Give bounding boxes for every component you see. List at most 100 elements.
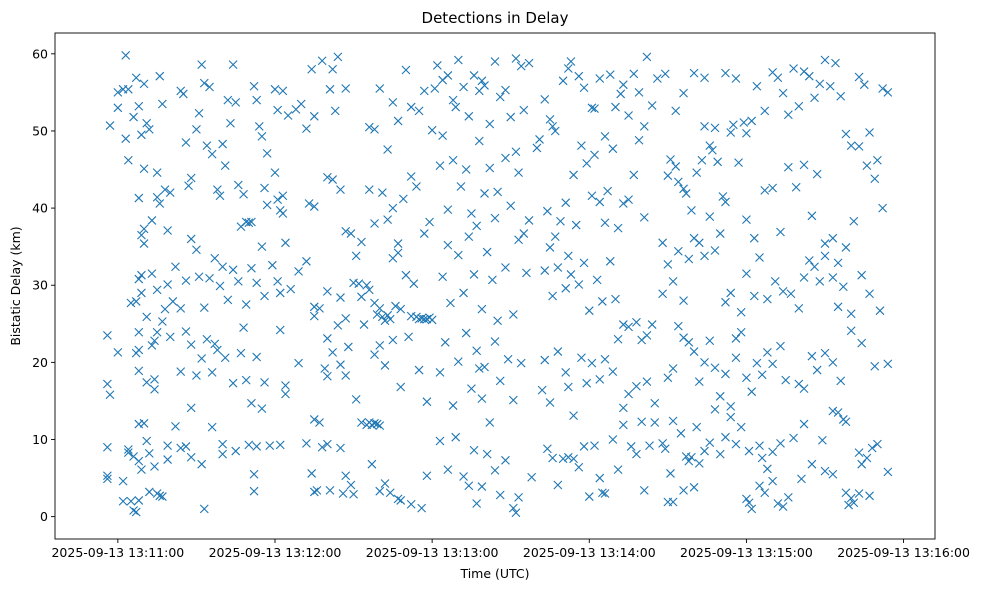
data-point	[859, 80, 869, 90]
data-point	[820, 348, 830, 358]
data-point	[336, 185, 345, 194]
data-point	[144, 125, 154, 134]
data-point	[459, 82, 468, 92]
data-point	[558, 76, 568, 86]
data-point	[778, 88, 788, 98]
data-point	[872, 439, 882, 449]
data-point	[406, 499, 416, 509]
data-point	[548, 291, 558, 301]
data-point	[341, 226, 351, 236]
data-point	[472, 221, 482, 231]
data-point	[629, 170, 639, 180]
data-point	[726, 412, 736, 422]
data-point	[252, 278, 262, 288]
data-point	[597, 488, 607, 498]
data-point	[679, 88, 688, 98]
data-point	[865, 128, 874, 137]
data-point	[406, 172, 416, 181]
data-point	[600, 131, 610, 141]
data-point	[776, 438, 785, 448]
data-point	[658, 438, 668, 448]
data-point	[833, 302, 843, 312]
data-point	[176, 367, 186, 377]
data-point	[726, 128, 736, 137]
data-point	[343, 342, 353, 352]
data-point	[846, 309, 856, 319]
data-point	[325, 486, 335, 495]
data-point	[726, 288, 736, 298]
data-point	[152, 285, 162, 295]
x-tick-label: 2025-09-13 13:11:00	[51, 545, 184, 560]
data-point	[587, 191, 597, 201]
data-point	[804, 256, 814, 265]
data-point	[385, 314, 395, 324]
data-point	[587, 358, 597, 368]
data-point	[375, 421, 385, 431]
data-point	[157, 317, 167, 326]
data-point	[168, 297, 178, 306]
data-point	[480, 81, 489, 90]
data-point	[511, 54, 521, 63]
data-point	[427, 125, 437, 135]
data-point	[537, 385, 547, 395]
data-point	[257, 404, 267, 414]
data-point	[705, 336, 715, 346]
data-point	[218, 139, 228, 149]
data-point	[501, 263, 510, 272]
data-point	[134, 274, 144, 284]
data-point	[414, 365, 424, 375]
data-point	[828, 469, 838, 479]
data-point	[309, 202, 319, 211]
data-point	[833, 408, 843, 417]
data-point	[401, 270, 411, 280]
data-point	[207, 422, 217, 432]
data-point	[315, 303, 324, 313]
data-point	[744, 498, 754, 508]
y-axis: 0 10 20 30 40 50 60	[32, 46, 55, 524]
data-point	[561, 368, 571, 377]
data-point	[134, 366, 144, 376]
data-point	[302, 256, 311, 266]
data-point	[422, 397, 432, 407]
data-point	[841, 243, 851, 252]
data-point	[817, 435, 827, 445]
data-point	[302, 124, 311, 134]
data-point	[309, 111, 319, 121]
data-point	[487, 275, 497, 285]
data-point	[773, 499, 783, 508]
data-point	[721, 297, 730, 307]
chart-title: Detections in Delay	[422, 9, 569, 27]
data-point	[425, 217, 434, 227]
data-point	[815, 276, 825, 286]
data-point	[689, 347, 699, 356]
data-point	[304, 199, 314, 208]
data-point	[739, 118, 749, 127]
data-point	[566, 270, 576, 279]
data-point	[453, 55, 463, 65]
data-point	[590, 150, 599, 160]
data-point	[566, 57, 576, 66]
data-point	[668, 416, 678, 426]
data-point	[197, 354, 207, 363]
data-point	[244, 218, 254, 228]
data-point	[807, 211, 817, 221]
data-point	[401, 65, 411, 75]
data-point	[694, 238, 704, 248]
data-point	[673, 321, 683, 331]
data-point	[710, 246, 720, 255]
data-point	[666, 469, 675, 478]
data-point	[535, 135, 544, 144]
y-tick-label: 40	[32, 201, 48, 216]
data-point	[574, 280, 584, 289]
data-point	[632, 449, 641, 459]
data-point	[872, 155, 882, 165]
data-point	[123, 445, 133, 454]
data-point	[603, 186, 613, 196]
data-point	[618, 320, 628, 329]
data-point	[383, 145, 393, 154]
data-point	[608, 144, 618, 154]
data-point	[152, 168, 162, 178]
data-point	[799, 419, 809, 429]
x-tick-label: 2025-09-13 13:15:00	[680, 545, 813, 560]
